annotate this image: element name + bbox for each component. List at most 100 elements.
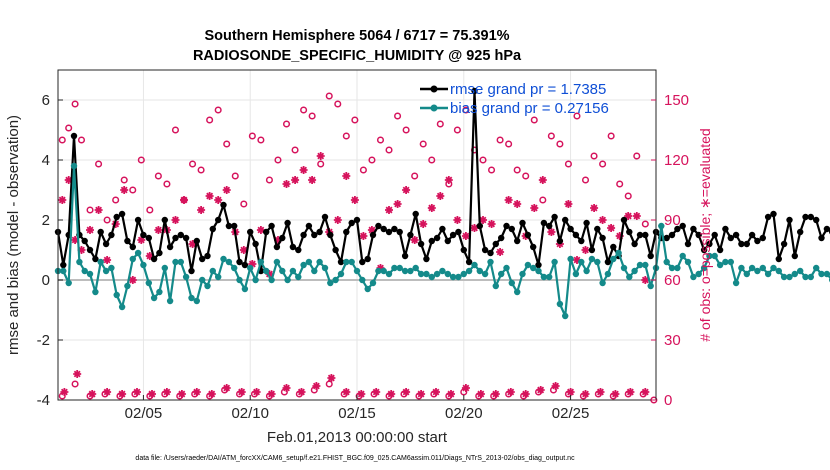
bias-data-point [220,255,227,263]
obs-evaluated-marker-low [611,390,620,398]
chart-title-line2: RADIOSONDE_SPECIFIC_HUMIDITY @ 925 hPa [193,48,522,64]
rmse-data-point [524,231,532,239]
obs-possible-marker [206,116,214,124]
obs-possible-marker [257,136,265,144]
bias-data-point [428,273,435,281]
bias-data-point [375,267,382,275]
rmse-data-point [145,234,152,242]
rmse-data-point [199,255,206,263]
obs-evaluated-marker-low [491,390,500,398]
bias-data-point [604,270,612,278]
rmse-data-point [813,216,820,224]
bias-data-point [113,291,120,299]
obs-evaluated-marker-low [207,390,216,398]
rmse-data-point [642,231,649,239]
obs-possible-marker [368,156,376,164]
bias-data-point [407,267,414,275]
bias-data-point [770,264,777,272]
obs-possible-marker [547,132,555,140]
rmse-data-point [604,258,612,266]
rmse-data-point [583,219,590,227]
bias-data-point [161,264,168,272]
rmse-data-point [86,246,94,254]
obs-evaluated-marker [376,264,385,272]
bias-data-point [257,258,265,266]
rmse-data-point [188,267,195,275]
obs-possible-marker [385,146,393,154]
rmse-data-point [674,225,681,233]
obs-possible-marker [539,196,547,204]
rmse-data-point [775,255,782,263]
obs-evaluated-marker-low [521,390,530,398]
rmse-data-point [465,258,473,266]
bias-data-point [786,273,793,281]
obs-evaluated-marker [248,260,257,268]
obs-possible-marker [496,136,504,144]
obs-possible-marker [479,156,487,164]
obs-possible-marker [419,140,427,148]
obs-evaluated-marker-low [118,390,127,398]
y-tick-label-left: -2 [37,332,50,349]
rmse-data-point [668,231,676,239]
obs-possible-marker [453,126,461,134]
bias-data-point [284,276,291,284]
obs-evaluated-marker [367,226,376,234]
obs-possible-marker [564,160,572,168]
bias-data-point [807,273,814,281]
rmse-data-point [722,225,729,233]
y-axis-label-right: # of obs: o=possible; ∗=evaluated [697,128,713,341]
rmse-data-point [263,228,270,236]
bias-data-point [396,264,403,272]
obs-possible-marker [607,132,615,140]
obs-evaluated-marker-low [626,388,635,396]
rmse-data-point [343,228,350,236]
rmse-data-point [514,237,521,245]
obs-possible-marker [291,146,299,154]
obs-possible-marker [77,136,86,144]
obs-evaluated-marker-low [282,384,291,392]
rmse-data-point [636,231,644,239]
rmse-data-point [220,201,227,209]
bias-data-point [225,258,233,266]
rmse-data-point [610,243,617,251]
bias-data-point [508,279,515,287]
bias-data-point [722,258,729,266]
bias-data-point [182,273,190,281]
rmse-data-point [519,219,526,227]
obs-possible-marker [71,100,79,108]
bias-data-point [540,273,548,281]
obs-evaluated-marker-low [566,388,575,396]
rmse-data-point [417,240,425,248]
obs-possible-marker [137,156,145,164]
bias-data-point [129,255,136,263]
bias-data-point [60,267,67,275]
obs-possible-marker [103,216,111,224]
obs-evaluated-marker [402,186,411,194]
series-layer [54,87,830,320]
obs-possible-marker [120,176,128,184]
obs-evaluated-marker [94,206,103,214]
rmse-data-point [108,231,115,239]
obs-possible-marker [641,220,649,228]
rmse-data-point [546,222,553,230]
obs-possible-marker [146,206,154,214]
bias-data-point [797,267,804,275]
bias-data-point [289,267,297,275]
bias-data-point [530,264,537,272]
rmse-data-point [113,213,120,221]
bias-data-point [706,252,713,260]
rmse-data-point [241,261,249,269]
obs-evaluated-marker [641,276,650,284]
x-axis-label: Feb.01,2013 00:00:00 start [267,429,448,446]
rmse-data-point [81,237,88,245]
bias-data-point [460,270,467,278]
bias-data-point [156,288,163,296]
y-tick-label-left: 0 [42,272,50,289]
bias-data-point [823,270,830,278]
obs-evaluated-marker [419,220,428,228]
bias-data-point [647,282,654,290]
legend: rmse grand pr = 1.7385 bias grand pr = 0… [420,81,609,117]
obs-evaluated-marker [205,192,214,200]
rmse-data-point [70,132,78,140]
obs-evaluated-marker-low [461,384,470,392]
